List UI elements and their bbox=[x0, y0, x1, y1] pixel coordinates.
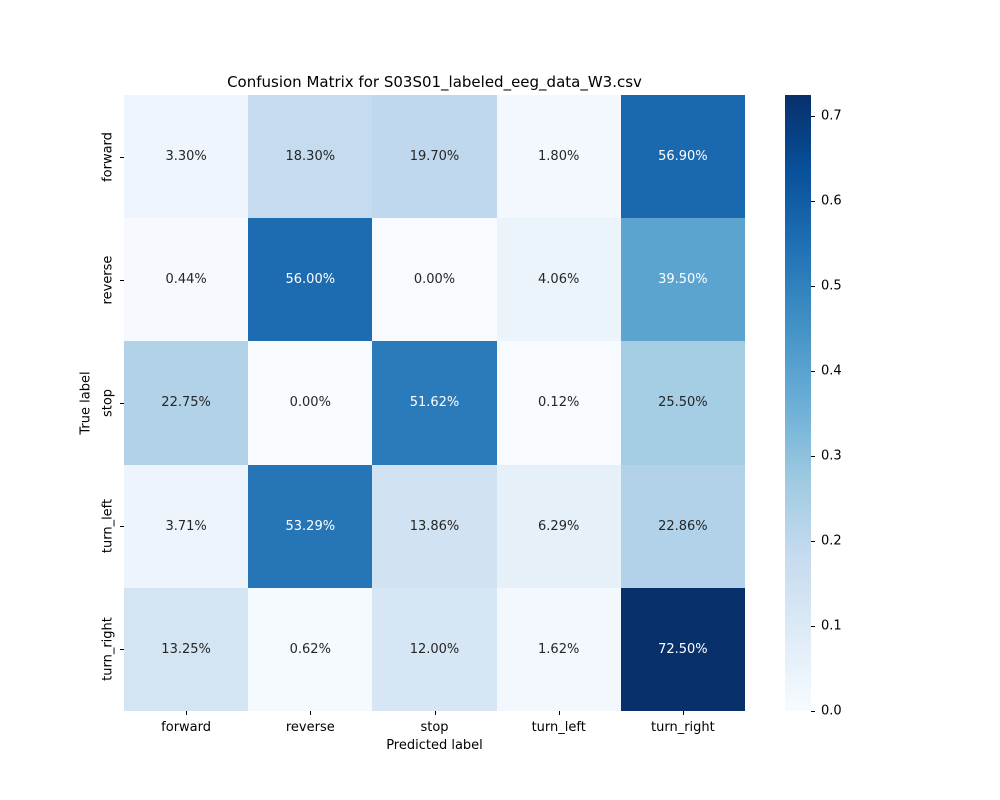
colorbar-tick-mark bbox=[811, 711, 815, 712]
cell-stop-turn_right: 25.50% bbox=[620, 341, 745, 465]
colorbar-tick-mark bbox=[811, 201, 815, 203]
y-tick-label-stop: stop bbox=[100, 388, 116, 418]
cell-stop-forward: 22.75% bbox=[124, 341, 249, 465]
colorbar-tick-label-0.2: 0.2 bbox=[821, 533, 842, 549]
x-tick-label-stop: stop bbox=[420, 720, 449, 735]
cell-stop-stop: 51.62% bbox=[372, 341, 497, 465]
cell-stop-turn_left: 0.12% bbox=[496, 341, 621, 465]
colorbar-tick-label-0.1: 0.1 bbox=[821, 618, 842, 634]
cell-turn_right-stop: 12.00% bbox=[372, 587, 497, 711]
y-tick-label-turn_right: turn_right bbox=[100, 617, 116, 682]
cell-turn_left-forward: 3.71% bbox=[124, 464, 249, 588]
cell-turn_left-turn_right: 22.86% bbox=[620, 464, 745, 588]
cell-turn_right-forward: 13.25% bbox=[124, 587, 249, 711]
colorbar-tick-mark bbox=[811, 286, 815, 288]
cell-turn_left-stop: 13.86% bbox=[372, 464, 497, 588]
cell-reverse-forward: 0.44% bbox=[124, 218, 249, 342]
colorbar-tick-label-0.4: 0.4 bbox=[821, 363, 842, 379]
colorbar-tick-mark bbox=[811, 456, 815, 458]
cell-reverse-turn_left: 4.06% bbox=[496, 218, 621, 342]
cell-turn_right-reverse: 0.62% bbox=[248, 587, 373, 711]
cell-stop-reverse: 0.00% bbox=[248, 341, 373, 465]
y-tick-mark bbox=[120, 403, 124, 404]
x-tick-label-turn_left: turn_left bbox=[531, 720, 586, 735]
chart-title: Confusion Matrix for S03S01_labeled_eeg_… bbox=[227, 73, 642, 91]
y-tick-mark bbox=[120, 526, 124, 528]
x-tick-mark bbox=[186, 711, 188, 715]
cell-forward-turn_left: 1.80% bbox=[496, 95, 621, 219]
colorbar bbox=[785, 95, 811, 711]
cell-forward-stop: 19.70% bbox=[372, 95, 497, 219]
colorbar-tick-mark bbox=[811, 116, 815, 118]
cell-forward-turn_right: 56.90% bbox=[620, 95, 745, 219]
y-axis-label: True label bbox=[78, 371, 94, 435]
y-tick-mark bbox=[120, 279, 124, 281]
colorbar-tick-label-0.3: 0.3 bbox=[821, 448, 842, 464]
y-tick-label-turn_left: turn_left bbox=[100, 499, 116, 554]
cell-turn_left-reverse: 53.29% bbox=[248, 464, 373, 588]
x-tick-label-reverse: reverse bbox=[285, 720, 335, 735]
x-tick-label-forward: forward bbox=[161, 720, 212, 735]
colorbar-tick-label-0.6: 0.6 bbox=[821, 193, 842, 209]
cell-forward-reverse: 18.30% bbox=[248, 95, 373, 219]
x-axis-label: Predicted label bbox=[386, 738, 483, 753]
colorbar-tick-mark bbox=[811, 371, 815, 373]
x-tick-label-turn_right: turn_right bbox=[651, 720, 715, 735]
cell-reverse-reverse: 56.00% bbox=[248, 218, 373, 342]
cell-reverse-stop: 0.00% bbox=[372, 218, 497, 342]
y-tick-mark bbox=[120, 156, 124, 158]
y-tick-mark bbox=[120, 649, 124, 651]
x-tick-mark bbox=[682, 711, 684, 715]
cell-turn_left-turn_left: 6.29% bbox=[496, 464, 621, 588]
y-tick-label-reverse: reverse bbox=[100, 255, 116, 305]
x-tick-mark bbox=[434, 711, 436, 715]
colorbar-tick-mark bbox=[811, 541, 815, 543]
y-tick-label-forward: forward bbox=[100, 131, 116, 182]
colorbar-tick-label-0.5: 0.5 bbox=[821, 278, 842, 294]
heatmap-grid: 3.30% 18.30% 19.70% 1.80% 56.90% 0.44% 56.00% 0… bbox=[124, 95, 745, 711]
cell-forward-forward: 3.30% bbox=[124, 95, 249, 219]
colorbar-tick-label-0.7: 0.7 bbox=[821, 108, 842, 124]
colorbar-tick-mark bbox=[811, 626, 815, 628]
x-tick-mark bbox=[558, 711, 560, 715]
cell-reverse-turn_right: 39.50% bbox=[620, 218, 745, 342]
cell-turn_right-turn_right: 72.50% bbox=[620, 587, 745, 711]
x-tick-mark bbox=[310, 711, 312, 715]
colorbar-tick-label-0.0: 0.0 bbox=[821, 703, 842, 719]
cell-turn_right-turn_left: 1.62% bbox=[496, 587, 621, 711]
